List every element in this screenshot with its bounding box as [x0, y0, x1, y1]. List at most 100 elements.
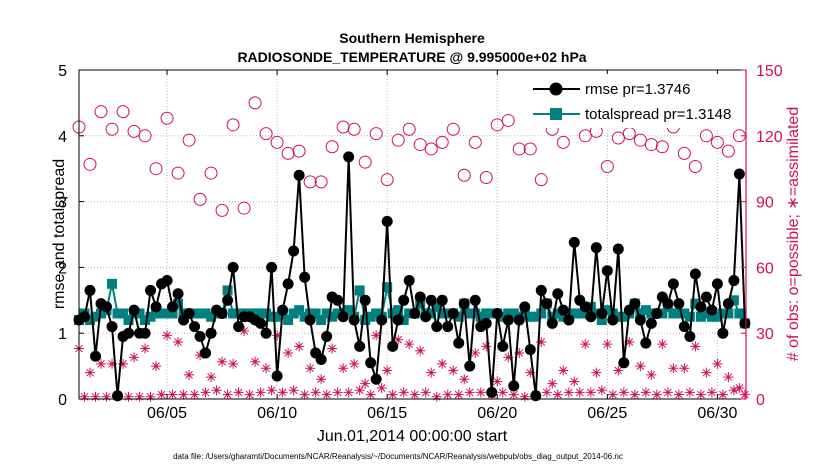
assimilated-obs-point [299, 389, 310, 400]
assimilated-obs-point [662, 387, 673, 398]
totalspread-point [503, 308, 514, 319]
totalspread-point [701, 308, 712, 319]
totalspread-point [415, 298, 426, 309]
assimilated-obs-point [596, 385, 607, 396]
totalspread-point [552, 308, 563, 319]
possible-obs-point [611, 131, 625, 145]
assimilated-obs-point [244, 389, 255, 400]
assimilated-obs-point [618, 387, 629, 398]
totalspread-point [684, 311, 695, 322]
assimilated-obs-point [640, 387, 651, 398]
assimilated-obs-point [206, 372, 217, 383]
possible-obs-point [314, 175, 328, 189]
rmse-point [161, 275, 173, 287]
possible-obs-point [369, 127, 383, 141]
rmse-point [282, 278, 294, 290]
totalspread-point [272, 311, 283, 322]
totalspread-point [195, 308, 206, 319]
totalspread-point [646, 308, 657, 319]
possible-obs-point [391, 133, 405, 147]
assimilated-obs-point [536, 336, 547, 347]
possible-obs-point [501, 113, 515, 127]
assimilated-obs-point [635, 361, 646, 372]
y-tick-label: 1 [58, 326, 67, 343]
possible-obs-point [534, 173, 548, 187]
assimilated-obs-point [508, 389, 519, 400]
assimilated-obs-point [173, 336, 184, 347]
assimilated-obs-point [651, 389, 662, 400]
x-tick-label: 06/10 [257, 405, 297, 422]
possible-obs-point [127, 124, 141, 138]
assimilated-obs-point [393, 334, 404, 345]
rmse-point [601, 265, 613, 277]
assimilated-obs-point [497, 387, 508, 398]
totalspread-point [602, 305, 613, 316]
assimilated-obs-point [354, 385, 365, 396]
series-layer [72, 96, 751, 402]
assimilated-obs-point [178, 389, 189, 400]
possible-obs-point [292, 144, 306, 158]
assimilated-obs-point [525, 367, 536, 378]
assimilated-obs-point [310, 387, 321, 398]
totalspread-point [695, 311, 706, 322]
x-tick-label: 06/05 [147, 405, 187, 422]
assimilated-obs-point [266, 385, 277, 396]
possible-obs-point [523, 142, 537, 156]
possible-obs-point [710, 135, 724, 149]
assimilated-obs-point [552, 389, 563, 400]
possible-obs-point [94, 105, 108, 119]
possible-obs-point [270, 135, 284, 149]
assimilated-obs-point [404, 339, 415, 350]
totalspread-point [327, 311, 338, 322]
totalspread-point [442, 308, 453, 319]
rmse-point [447, 307, 459, 319]
assimilated-obs-point [563, 387, 574, 398]
totalspread-point [233, 308, 244, 319]
rmse-point [365, 357, 377, 369]
rmse-point [101, 301, 113, 313]
assimilated-obs-point [668, 363, 679, 374]
y2-tick-label: 30 [756, 326, 774, 343]
assimilated-obs-point [409, 389, 420, 400]
assimilated-obs-point [118, 358, 129, 369]
assimilated-obs-point [96, 358, 107, 369]
assimilated-obs-point [514, 347, 525, 358]
rmse-point [541, 298, 553, 310]
totalspread-point [250, 308, 261, 319]
assimilated-obs-point [464, 387, 475, 398]
y-tick-label: 0 [58, 392, 67, 409]
totalspread-point [640, 305, 651, 316]
assimilated-obs-point [684, 387, 695, 398]
assimilated-obs-point [426, 367, 437, 378]
assimilated-obs-point [332, 387, 343, 398]
y-tick-label: 5 [58, 63, 67, 80]
totalspread-point [431, 301, 442, 312]
totalspread-point [222, 285, 233, 296]
possible-obs-point [633, 133, 647, 147]
totalspread-point [365, 311, 376, 322]
rmse-point [695, 301, 707, 313]
rmse-point [739, 317, 751, 329]
totalspread-point [299, 311, 310, 322]
rmse-point [711, 278, 723, 290]
assimilated-obs-point [657, 339, 668, 350]
rmse-point [425, 294, 437, 306]
possible-obs-point [215, 203, 229, 217]
possible-obs-point [655, 140, 669, 154]
possible-obs-point [479, 170, 493, 184]
rmse-point [150, 301, 162, 313]
totalspread-point [393, 305, 404, 316]
rmse-point [266, 261, 278, 273]
assimilated-obs-point [481, 341, 492, 352]
rmse-point [431, 321, 443, 333]
assimilated-obs-point [574, 387, 585, 398]
assimilated-obs-point [585, 387, 596, 398]
grid-lines [79, 70, 746, 399]
assimilated-obs-point [107, 358, 118, 369]
totalspread-point [558, 311, 569, 322]
assimilated-obs-point [629, 389, 640, 400]
x-tick-label: 06/15 [367, 405, 407, 422]
rmse-point [717, 327, 729, 339]
